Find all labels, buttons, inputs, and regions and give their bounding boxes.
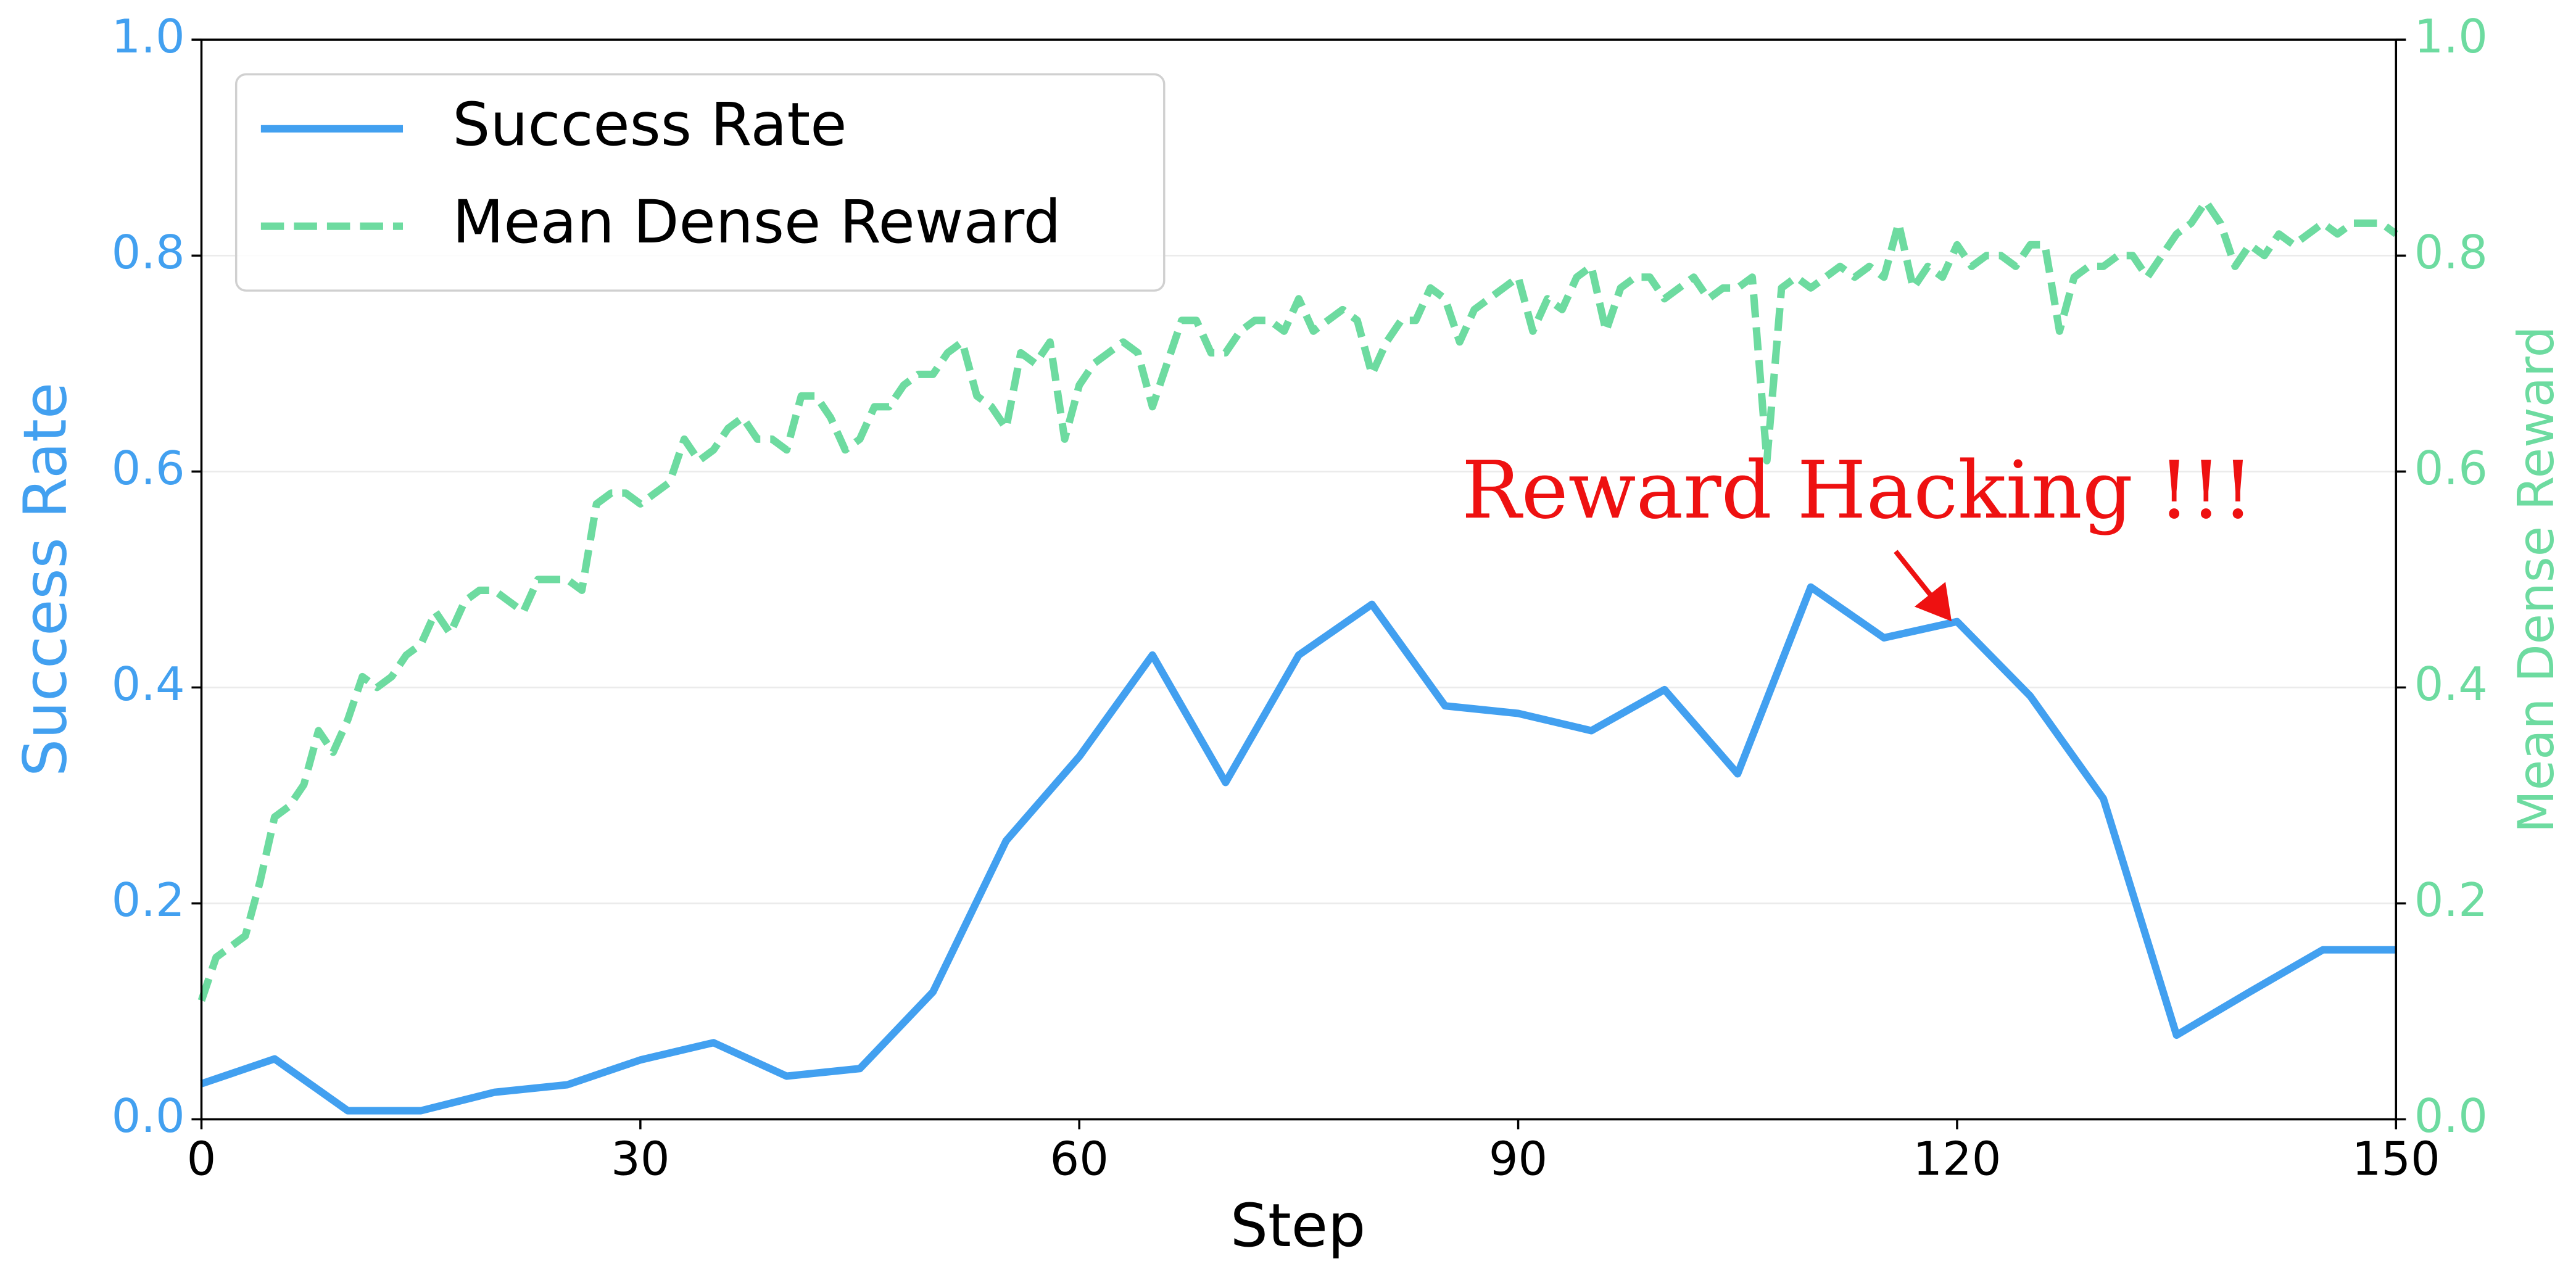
y-tick-label: 0.8 (112, 225, 185, 279)
y2-tick-label: 1.0 (2414, 9, 2488, 64)
x-tick-label: 30 (611, 1132, 669, 1186)
y-tick-label: 0.4 (112, 657, 185, 711)
legend-label: Success Rate (452, 90, 847, 159)
legend-label: Mean Dense Reward (452, 188, 1061, 257)
y-tick-label: 0.6 (112, 441, 185, 495)
y-tick-label: 0.2 (112, 873, 185, 927)
axes-frame (200, 38, 2398, 1121)
y2-tick-label: 0.2 (2414, 873, 2488, 927)
y-tick-label: 1.0 (112, 9, 185, 64)
x-tick-label: 90 (1489, 1132, 1547, 1186)
x-tick-label: 120 (1913, 1132, 2001, 1186)
y2-tick-label: 0.6 (2414, 441, 2488, 495)
legend-frame (234, 73, 1166, 292)
y-tick-label: 0.0 (112, 1089, 185, 1143)
y-axis-label: Success Rate (11, 382, 80, 777)
annotation: Reward Hacking !!! (1462, 445, 2254, 537)
plot-area (197, 197, 2398, 1115)
x-axis-label: Step (1230, 1191, 1365, 1260)
legend: Success Rate Mean Dense Reward (234, 73, 1166, 292)
y2-tick-label: 0.8 (2414, 225, 2488, 279)
annotation-arrow (1894, 550, 1952, 622)
y2-tick-label: 0.4 (2414, 657, 2488, 711)
y2-tick-label: 0.0 (2414, 1089, 2488, 1143)
y2-axis-label: Mean Dense Reward (2507, 326, 2565, 833)
x-tick-label: 60 (1050, 1132, 1109, 1186)
x-tick-label: 0 (187, 1132, 217, 1186)
series-line (197, 197, 2398, 1002)
series-line (200, 583, 2396, 1115)
x-tick-label: 150 (2352, 1132, 2440, 1186)
